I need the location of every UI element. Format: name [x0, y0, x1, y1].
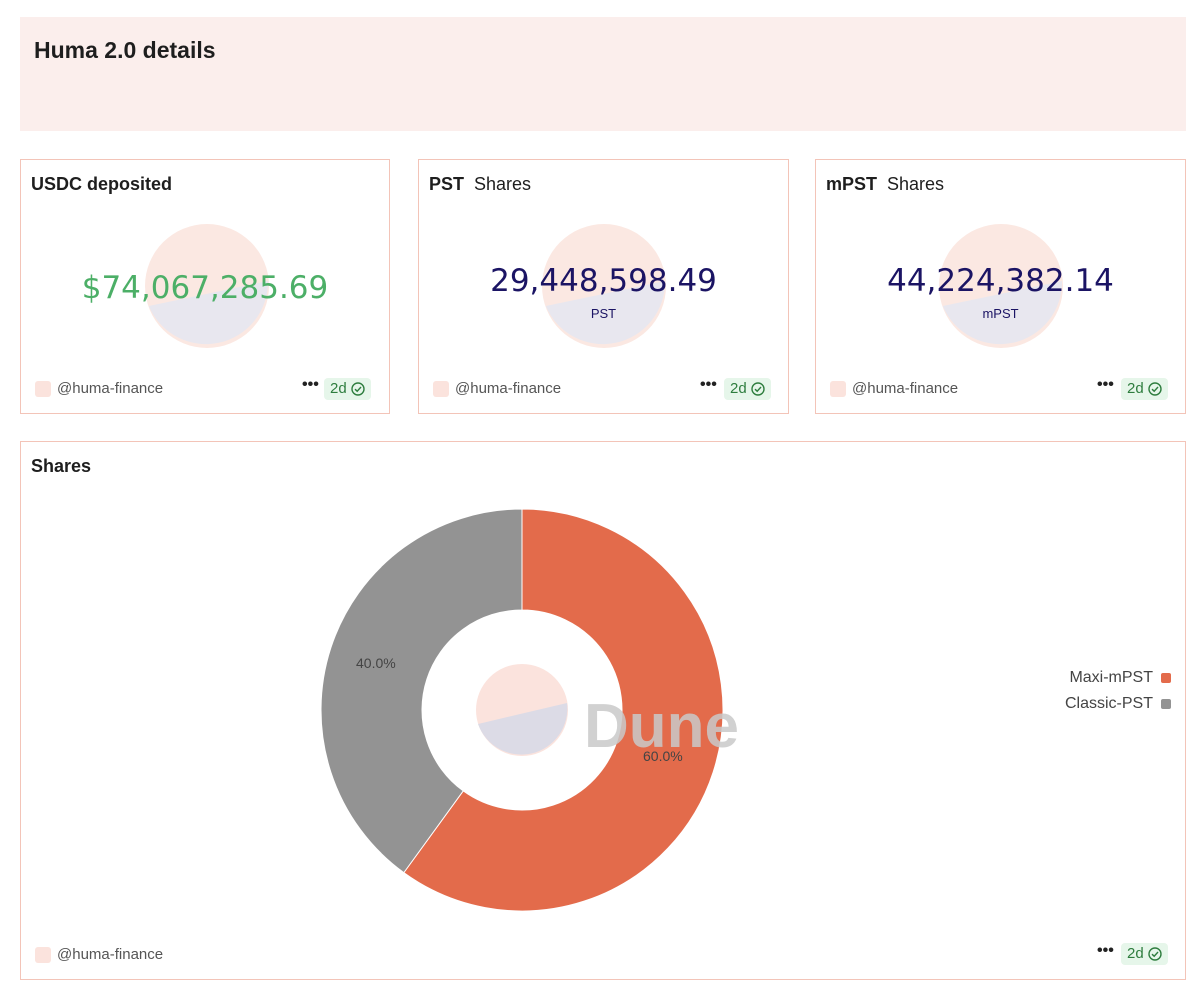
dune-watermark-icon — [542, 224, 666, 348]
dune-watermark-icon — [145, 224, 269, 348]
counter-value: 29,448,598.49 — [490, 263, 717, 299]
usdc-deposited-card: USDC deposited $74,067,285.69 @huma-fina… — [20, 159, 390, 414]
card-title-main: USDC deposited — [31, 174, 173, 194]
check-circle-icon — [1147, 947, 1162, 961]
card-title: mPST Shares — [826, 174, 944, 195]
avatar-icon[interactable] — [35, 381, 51, 397]
donut-slice-maxi-mpst[interactable] — [403, 508, 724, 912]
more-dots-icon[interactable]: ••• — [302, 376, 319, 393]
check-circle-icon — [1147, 382, 1162, 396]
shares-chart-card: Shares Dune 60.0% 40.0% Maxi-mPST Classi… — [20, 441, 1186, 980]
legend-item-classic-pst[interactable]: Classic-PST — [1065, 691, 1171, 717]
card-title-main: PST — [429, 174, 465, 194]
freshness-age: 2d — [1127, 380, 1144, 397]
counter-label: mPST — [982, 306, 1019, 321]
chart-legend: Maxi-mPST Classic-PST — [1065, 665, 1171, 717]
card-title: USDC deposited — [31, 174, 172, 195]
card-title-sub: Shares — [474, 174, 532, 194]
card-title-sub: Shares — [887, 174, 945, 194]
pst-shares-card: PST Shares 29,448,598.49 PST @huma-financ… — [418, 159, 789, 414]
freshness-age: 2d — [1127, 945, 1144, 962]
legend-item-maxi-mpst[interactable]: Maxi-mPST — [1065, 665, 1171, 691]
legend-label: Maxi-mPST — [1069, 669, 1153, 686]
freshness-badge[interactable]: 2d — [1121, 943, 1168, 965]
chart-title: Shares — [31, 456, 92, 476]
dune-watermark-text: Dune — [584, 692, 739, 761]
author-link[interactable]: @huma-finance — [57, 946, 164, 963]
check-circle-icon — [750, 382, 765, 396]
legend-swatch — [1161, 673, 1171, 683]
donut-chart: Dune 60.0% 40.0% — [320, 508, 739, 912]
donut-slice-classic-pst[interactable] — [320, 508, 523, 874]
more-dots-icon[interactable]: ••• — [700, 376, 717, 393]
more-dots-icon[interactable]: ••• — [1097, 942, 1114, 959]
dashboard-title: Huma 2.0 details — [34, 37, 216, 63]
mpst-shares-card: mPST Shares 44,224,382.14 mPST @huma-fina… — [815, 159, 1186, 414]
more-dots-icon[interactable]: ••• — [1097, 376, 1114, 393]
slice-label-classic: 40.0% — [356, 655, 396, 671]
avatar-icon[interactable] — [35, 947, 51, 963]
avatar-icon[interactable] — [830, 381, 846, 397]
freshness-badge[interactable]: 2d — [1121, 378, 1168, 400]
author-link[interactable]: @huma-finance — [852, 380, 959, 397]
author-link[interactable]: @huma-finance — [455, 380, 562, 397]
counter-label: PST — [590, 306, 617, 321]
avatar-icon[interactable] — [433, 381, 449, 397]
freshness-badge[interactable]: 2d — [724, 378, 771, 400]
legend-label: Classic-PST — [1064, 695, 1153, 712]
dune-watermark-icon — [476, 664, 568, 756]
legend-swatch — [1161, 699, 1171, 709]
card-title: Shares — [31, 456, 91, 477]
slice-label-maxi: 60.0% — [643, 748, 683, 764]
freshness-age: 2d — [730, 380, 747, 397]
counter-value: $74,067,285.69 — [81, 270, 329, 306]
counter-value: 44,224,382.14 — [887, 263, 1114, 299]
dune-watermark-icon — [939, 224, 1063, 348]
dashboard-header: Huma 2.0 details — [20, 17, 1186, 131]
check-circle-icon — [350, 382, 365, 396]
author-link[interactable]: @huma-finance — [57, 380, 164, 397]
freshness-badge[interactable]: 2d — [324, 378, 371, 400]
card-title-main: mPST — [826, 174, 878, 194]
freshness-age: 2d — [330, 380, 347, 397]
card-title: PST Shares — [429, 174, 531, 195]
